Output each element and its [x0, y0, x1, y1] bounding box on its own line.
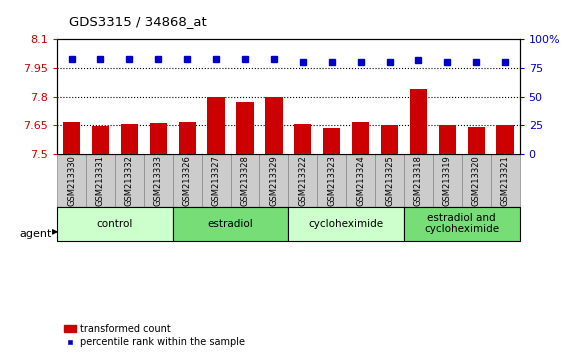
Bar: [352, 121, 369, 154]
Text: GSM213321: GSM213321: [501, 155, 510, 206]
Legend: transformed count, percentile rank within the sample: transformed count, percentile rank withi…: [62, 322, 247, 349]
Bar: [86, 154, 115, 207]
Bar: [144, 154, 173, 207]
Text: GSM213323: GSM213323: [327, 155, 336, 206]
Bar: [63, 121, 80, 154]
Text: GSM213326: GSM213326: [183, 155, 192, 206]
Text: estradiol and
cycloheximide: estradiol and cycloheximide: [424, 213, 500, 234]
Text: GSM213332: GSM213332: [125, 155, 134, 206]
Text: GSM213319: GSM213319: [443, 155, 452, 206]
Text: GSM213325: GSM213325: [385, 155, 394, 206]
Text: GSM213322: GSM213322: [298, 155, 307, 206]
Text: estradiol: estradiol: [208, 219, 254, 229]
Text: GSM213318: GSM213318: [414, 155, 423, 206]
Bar: [346, 154, 375, 207]
Bar: [57, 207, 172, 241]
Text: cycloheximide: cycloheximide: [308, 219, 384, 229]
Bar: [288, 207, 404, 241]
Bar: [468, 127, 485, 154]
Text: GSM213329: GSM213329: [270, 155, 279, 206]
Text: GSM213330: GSM213330: [67, 155, 76, 206]
Text: GSM213320: GSM213320: [472, 155, 481, 206]
Bar: [236, 102, 254, 154]
Bar: [375, 154, 404, 207]
Bar: [404, 207, 520, 241]
Bar: [433, 154, 462, 207]
Text: GDS3315 / 34868_at: GDS3315 / 34868_at: [69, 15, 206, 28]
Bar: [115, 154, 144, 207]
Bar: [381, 125, 398, 154]
Bar: [462, 154, 490, 207]
Bar: [231, 154, 259, 207]
Bar: [172, 154, 202, 207]
Bar: [57, 154, 86, 207]
Text: agent: agent: [19, 229, 51, 239]
Text: GSM213331: GSM213331: [96, 155, 105, 206]
Bar: [490, 154, 520, 207]
Bar: [92, 126, 109, 154]
Bar: [150, 122, 167, 154]
Text: control: control: [96, 219, 133, 229]
Text: GSM213328: GSM213328: [240, 155, 250, 206]
Bar: [404, 154, 433, 207]
Text: GSM213324: GSM213324: [356, 155, 365, 206]
Bar: [317, 154, 346, 207]
Text: GSM213333: GSM213333: [154, 155, 163, 206]
Bar: [439, 125, 456, 154]
Bar: [294, 125, 312, 154]
Bar: [207, 97, 225, 154]
Bar: [288, 154, 317, 207]
Bar: [323, 128, 340, 154]
Bar: [497, 125, 514, 154]
Bar: [410, 89, 427, 154]
Text: GSM213327: GSM213327: [212, 155, 220, 206]
Bar: [179, 121, 196, 154]
Bar: [120, 125, 138, 154]
Bar: [259, 154, 288, 207]
Bar: [172, 207, 288, 241]
Bar: [202, 154, 231, 207]
Bar: [266, 97, 283, 154]
